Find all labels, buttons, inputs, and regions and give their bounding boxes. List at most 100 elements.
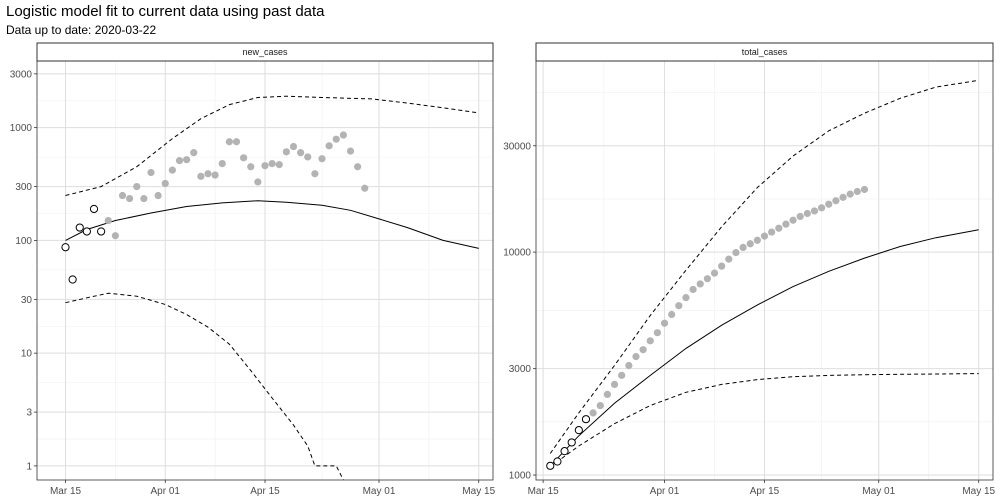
y-tick-label: 3000	[10, 69, 33, 80]
past-data-point	[75, 223, 84, 232]
current-data-point	[789, 216, 797, 224]
past-data-point	[546, 461, 555, 470]
x-tick-label: May 15	[962, 486, 995, 497]
past-data-point	[560, 447, 569, 456]
current-data-point	[739, 243, 747, 251]
past-data-point	[82, 227, 91, 236]
y-tick-label: 1000	[509, 471, 532, 482]
current-data-point	[126, 194, 134, 203]
current-data-point	[218, 159, 226, 168]
current-data-point	[818, 204, 826, 212]
current-data-point	[810, 207, 819, 215]
current-data-point	[261, 162, 269, 170]
current-data-point	[782, 220, 790, 228]
chart-subtitle: Data up to date: 2020-03-22	[6, 23, 157, 37]
current-data-point	[803, 209, 811, 218]
x-tick-label: Mar 15	[50, 486, 82, 497]
current-data-point	[696, 280, 704, 288]
current-data-point	[796, 212, 804, 221]
current-data-point	[225, 138, 233, 146]
current-data-point	[161, 179, 169, 188]
current-data-point	[254, 178, 262, 186]
x-tick-label: May 01	[862, 486, 895, 497]
current-data-point	[653, 329, 661, 337]
current-data-point	[140, 194, 148, 203]
current-data-point	[768, 228, 776, 236]
y-tick-label: 3000	[509, 364, 532, 375]
facet-strip-label: total_cases	[742, 47, 788, 57]
current-data-point	[275, 161, 283, 169]
x-tick-label: Mar 15	[528, 486, 560, 497]
past-data-point	[89, 204, 99, 214]
current-data-point	[746, 240, 754, 248]
current-data-point	[639, 346, 647, 354]
current-data-point	[268, 159, 276, 168]
upper-bound-line	[65, 95, 479, 196]
current-data-point	[832, 197, 840, 205]
current-data-point	[289, 142, 298, 151]
current-data-point	[190, 149, 198, 157]
current-data-point	[240, 154, 248, 162]
current-data-point	[660, 319, 669, 327]
y-tick-label: 30000	[503, 141, 531, 152]
current-data-point	[282, 148, 290, 156]
facet-strip	[535, 42, 994, 62]
current-data-point	[111, 232, 119, 240]
current-data-point	[703, 275, 711, 283]
current-data-point	[346, 147, 355, 155]
current-data-point	[168, 166, 176, 174]
y-tick-label: 10000	[503, 248, 531, 259]
facet-strip	[36, 42, 494, 62]
current-data-point	[318, 155, 326, 163]
current-data-point	[297, 149, 305, 157]
current-data-point	[632, 352, 640, 361]
past-data-point	[553, 457, 562, 466]
upper-bound-line	[549, 79, 979, 454]
current-data-point	[625, 361, 633, 370]
current-data-point	[154, 191, 162, 200]
past-data-point	[68, 275, 77, 284]
current-data-point	[325, 142, 333, 150]
current-data-point	[354, 163, 362, 171]
panel-total_cases: 1000 3000 10000 30000 Mar 15 Apr 01 Apr 15 May …	[503, 42, 996, 497]
fit-line	[549, 229, 979, 467]
y-tick-label: 300	[15, 182, 32, 193]
panel-new_cases: 1 3 10 30 100 300 1000 3000 Mar 15 Apr 01 Apr 15 Ma…	[10, 42, 496, 497]
plot-area	[546, 79, 979, 470]
current-data-point	[760, 232, 769, 240]
lower-bound-line	[65, 292, 344, 480]
fit-line	[65, 200, 479, 249]
current-data-point	[718, 262, 726, 270]
current-data-point	[332, 135, 340, 143]
y-tick-label: 10	[21, 349, 33, 360]
current-data-point	[197, 172, 205, 180]
current-data-point	[596, 401, 604, 410]
y-tick-label: 1	[26, 461, 32, 472]
current-data-point	[247, 163, 255, 171]
y-tick-label: 3	[26, 408, 32, 419]
x-tick-label: Apr 01	[650, 486, 680, 497]
past-data-point	[581, 415, 591, 424]
y-tick-label: 100	[15, 236, 32, 247]
current-data-point	[311, 170, 319, 178]
current-data-point	[753, 236, 761, 244]
facet-strip-label: new_cases	[242, 47, 288, 57]
current-data-point	[361, 184, 369, 192]
current-data-point	[846, 190, 854, 198]
current-data-point	[211, 171, 219, 179]
current-data-point	[682, 294, 690, 302]
current-data-point	[732, 249, 740, 257]
current-data-point	[147, 168, 155, 177]
current-data-point	[183, 156, 191, 164]
y-tick-label: 30	[21, 295, 33, 306]
x-tick-label: Apr 15	[750, 486, 780, 497]
current-data-point	[603, 390, 612, 398]
current-data-point	[133, 183, 141, 191]
current-data-point	[646, 337, 654, 345]
current-data-point	[304, 153, 312, 161]
current-data-point	[104, 216, 112, 225]
current-data-point	[339, 131, 347, 139]
plot-area	[61, 95, 479, 480]
past-data-point	[574, 426, 583, 435]
